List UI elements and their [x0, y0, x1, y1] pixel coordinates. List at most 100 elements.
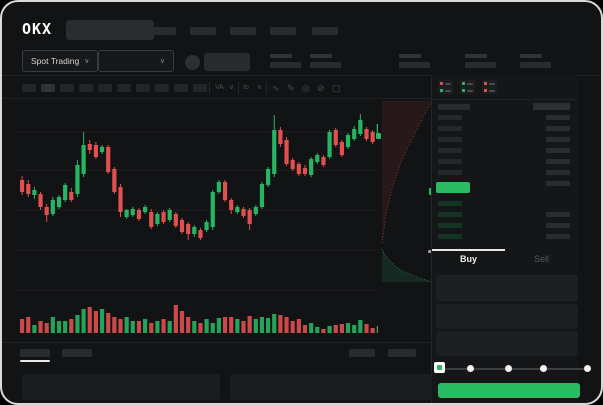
indicator-va-button[interactable]: VA [215, 84, 224, 91]
timeframe-button-4[interactable] [98, 84, 112, 92]
chevron-down-icon[interactable]: ∨ [229, 84, 235, 91]
ask-amount-5 [546, 170, 570, 175]
timeframe-button-1[interactable] [41, 84, 55, 92]
timeframe-button-3[interactable] [79, 84, 93, 92]
bottom-big-button-0[interactable] [22, 374, 220, 400]
nav-item-2[interactable] [230, 27, 256, 35]
divider [432, 99, 578, 100]
last-price-highlight [436, 182, 470, 193]
order-book-header-amount [533, 103, 570, 110]
bid-row-3 [438, 234, 462, 239]
ticker-stat-2 [399, 53, 459, 71]
icon-square [484, 89, 487, 92]
bid-row-2 [438, 223, 462, 228]
amount-slider-track[interactable] [439, 368, 590, 370]
bid-row-0 [438, 201, 462, 206]
icon-row [440, 82, 451, 85]
draw-icon[interactable]: ✎ [287, 83, 295, 93]
volume-chart [20, 305, 378, 333]
trade-input-1[interactable] [436, 304, 578, 329]
bottom-tab-0[interactable] [20, 349, 50, 357]
ticker-stat-1 [310, 53, 370, 71]
bottom-tab-1[interactable] [62, 349, 92, 357]
book-asks-icon[interactable] [482, 80, 497, 94]
slider-stop-2[interactable] [540, 365, 547, 372]
icon-row [484, 89, 495, 92]
bid-row-1 [438, 212, 462, 217]
icon-square [484, 82, 487, 85]
timeframe-button-6[interactable] [136, 84, 150, 92]
trade-input-0[interactable] [436, 275, 578, 301]
icon-row [440, 89, 451, 92]
book-bids-icon[interactable] [460, 80, 475, 94]
icon-line [466, 82, 473, 85]
candlestick-chart [16, 114, 378, 291]
chevron-down-icon[interactable]: ∨ [257, 84, 263, 91]
icon-line [488, 89, 495, 92]
nav-item-3[interactable] [270, 27, 296, 35]
stat-value [270, 62, 301, 68]
stat-label [520, 54, 542, 58]
slider-stop-0[interactable] [467, 365, 474, 372]
divider [2, 342, 432, 343]
ask-row-5 [438, 170, 462, 175]
ask-row-1 [438, 126, 462, 131]
icon-square [462, 89, 465, 92]
divider [431, 75, 432, 403]
nav-item-0[interactable] [150, 27, 176, 35]
stat-label [399, 54, 421, 58]
order-book-header-price [438, 104, 470, 110]
trade-input-2[interactable] [436, 331, 578, 356]
slider-stop-1[interactable] [505, 365, 512, 372]
divider [2, 98, 432, 99]
ask-row-0 [438, 115, 462, 120]
buy-submit-button[interactable] [438, 383, 580, 398]
active-tab-underline [20, 360, 50, 362]
nav-item-4[interactable] [312, 27, 338, 35]
header-action-button[interactable] [204, 53, 250, 71]
bottom-big-button-1[interactable] [230, 374, 432, 400]
slider-handle-fill [437, 365, 442, 370]
ask-row-2 [438, 137, 462, 142]
ask-amount-0 [546, 115, 570, 120]
pair-selector-dropdown[interactable]: ∨ [98, 50, 174, 72]
alert-icon[interactable]: ⊘ [317, 83, 325, 93]
tab-sell[interactable]: Sell [533, 254, 549, 264]
timeframe-button-0[interactable] [22, 84, 36, 92]
fullscreen-icon[interactable]: ▢ [332, 83, 341, 93]
stat-value [520, 62, 551, 68]
camera-icon[interactable]: ◎ [302, 83, 310, 93]
timeframe-button-9[interactable] [193, 84, 207, 92]
indicator-io-button[interactable]: Io [243, 84, 249, 91]
order-book-panel: Buy Sell [432, 74, 591, 403]
tab-buy[interactable]: Buy [459, 254, 477, 264]
trade-tabs: Buy Sell [432, 249, 578, 271]
nav-item-1[interactable] [190, 27, 216, 35]
timeframe-button-7[interactable] [155, 84, 169, 92]
market-type-dropdown[interactable]: Spot Trading ∨ [22, 50, 99, 72]
ticker-stat-4 [520, 53, 580, 71]
market-type-label: Spot Trading [31, 56, 80, 66]
divider [266, 82, 267, 94]
divider [209, 82, 210, 94]
search-input[interactable] [66, 20, 154, 40]
chevron-down-icon: ∨ [159, 58, 165, 65]
ask-amount-2 [546, 137, 570, 142]
slider-stop-3[interactable] [584, 365, 591, 372]
icon-line [444, 89, 451, 92]
bottom-action-1[interactable] [388, 349, 416, 357]
line-chart-icon[interactable]: ∿ [272, 83, 280, 93]
depth-bid-price-tick [376, 133, 381, 139]
icon-line [488, 82, 495, 85]
bottom-action-0[interactable] [349, 349, 375, 357]
timeframe-button-8[interactable] [174, 84, 188, 92]
ask-row-3 [438, 148, 462, 153]
timeframe-button-2[interactable] [60, 84, 74, 92]
timeframe-button-5[interactable] [117, 84, 131, 92]
book-both-icon[interactable] [438, 80, 453, 94]
stat-value [399, 62, 430, 68]
stat-label [465, 54, 487, 58]
coin-avatar [185, 55, 200, 70]
amount-slider-handle[interactable] [434, 362, 445, 373]
